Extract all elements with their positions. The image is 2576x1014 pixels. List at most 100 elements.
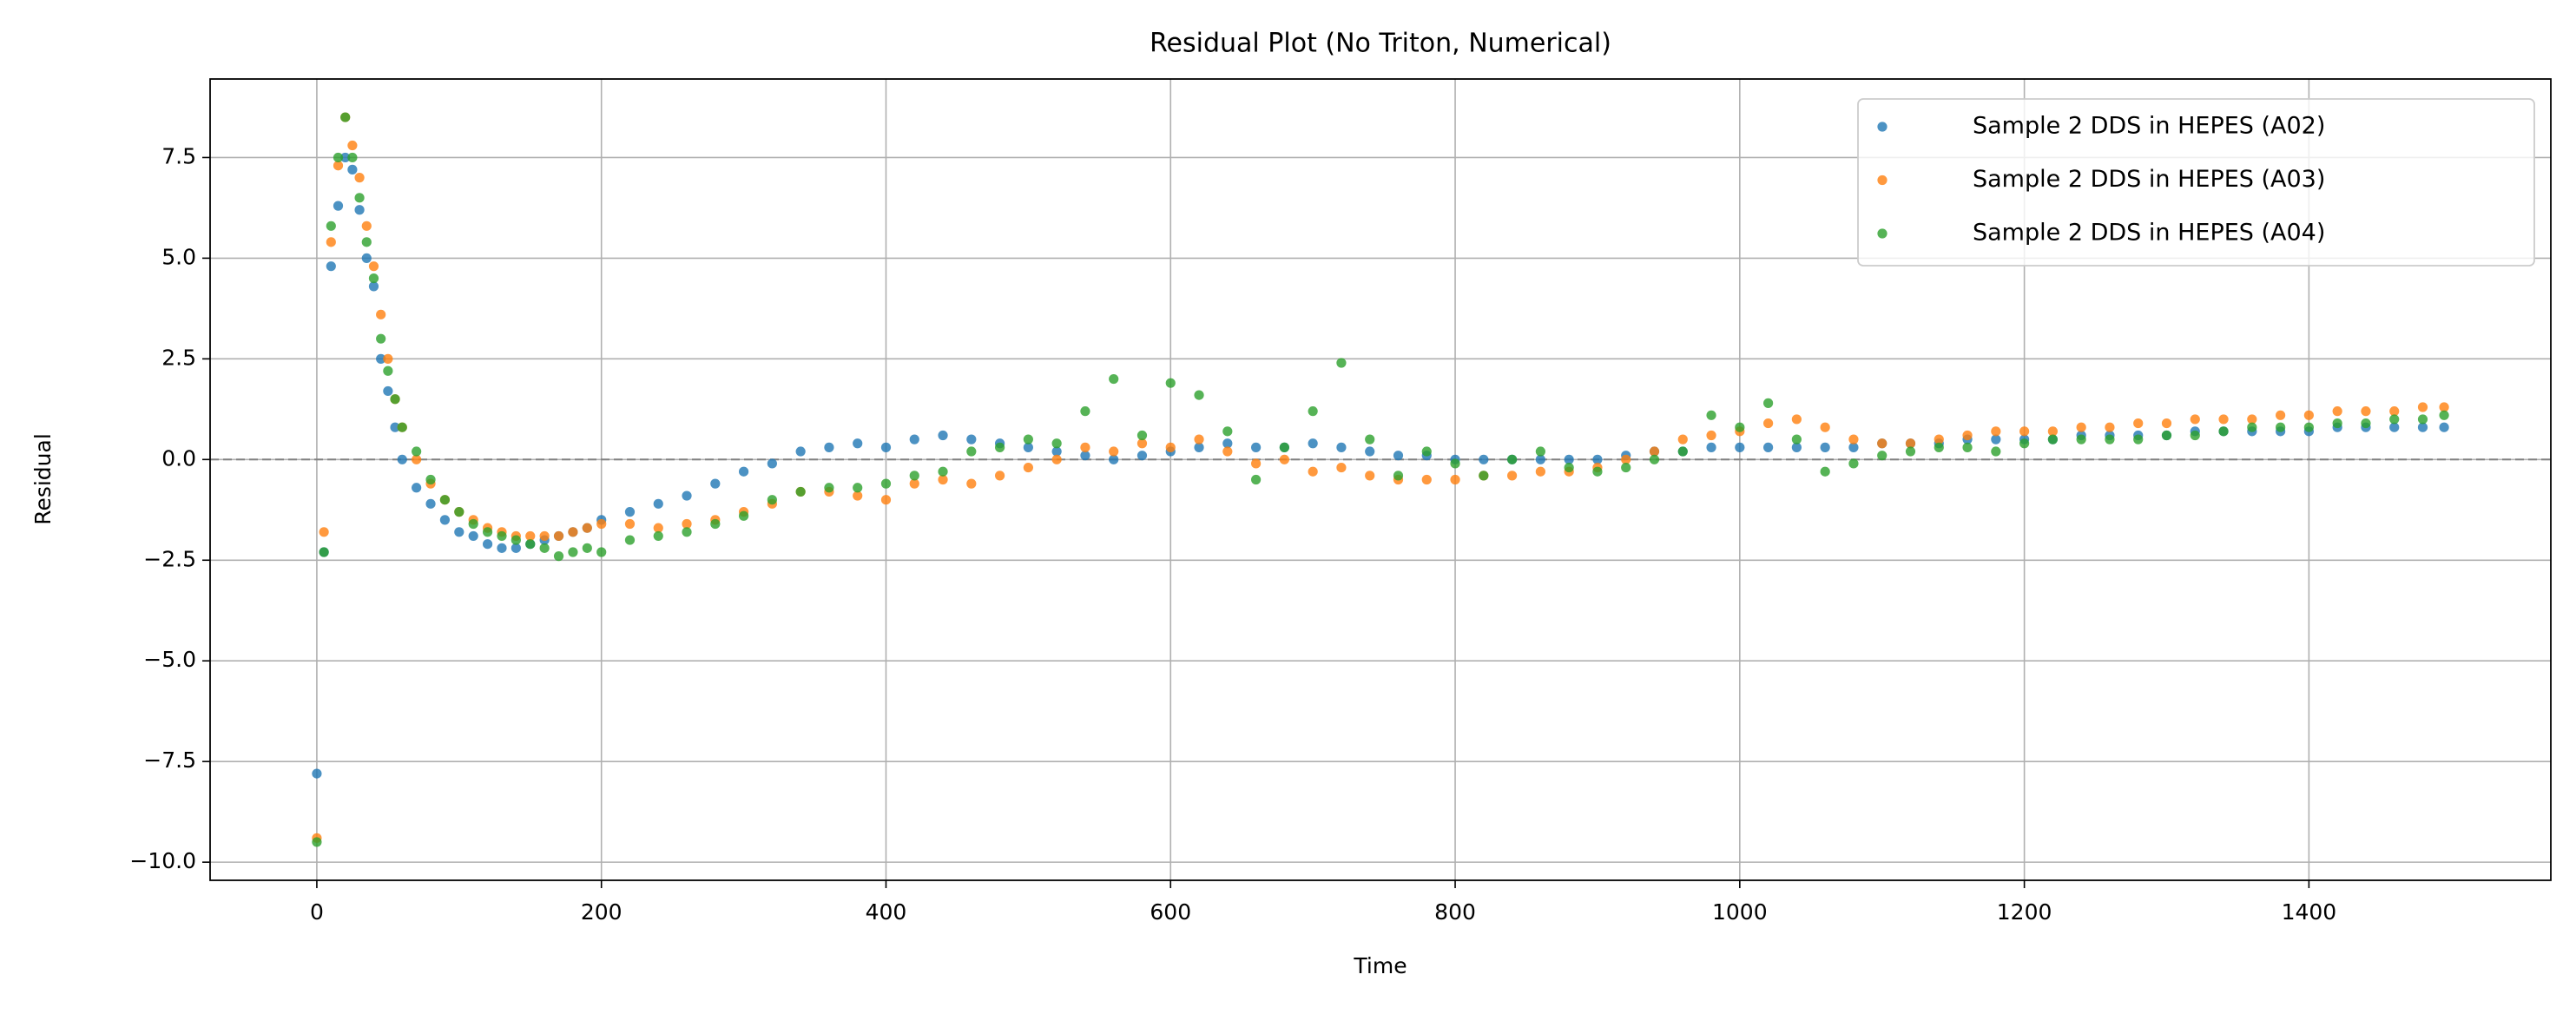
chart-title: Residual Plot (No Triton, Numerical) [1150, 29, 1611, 59]
point [1877, 451, 1888, 461]
point [1450, 458, 1460, 469]
point [412, 483, 422, 493]
point [1934, 442, 1944, 452]
point [1763, 398, 1774, 408]
point [1564, 454, 1574, 464]
point [938, 474, 948, 485]
point [853, 483, 863, 493]
point [2161, 418, 2172, 429]
x-tick-label: 200 [581, 899, 623, 925]
y-tick-label: 0.0 [161, 445, 196, 471]
point [596, 518, 607, 530]
point [2247, 414, 2257, 425]
point [1023, 442, 1033, 452]
point [340, 152, 351, 163]
point [1621, 462, 1631, 473]
y-tick-label: 7.5 [161, 143, 196, 168]
point [2047, 434, 2058, 444]
point [853, 491, 863, 501]
point [653, 530, 663, 542]
point [454, 527, 464, 537]
point [1279, 442, 1289, 452]
point [376, 333, 386, 344]
point [2417, 402, 2428, 412]
point [361, 253, 372, 263]
y-tick-label: −10.0 [129, 848, 196, 873]
point [653, 523, 663, 533]
point [1735, 442, 1745, 452]
point [368, 261, 379, 272]
point [2276, 410, 2286, 420]
point [1877, 438, 1888, 449]
legend-marker [1877, 228, 1888, 239]
y-axis-label: Residual [30, 433, 56, 525]
point [582, 543, 592, 553]
x-axis-label: Time [1353, 953, 1407, 978]
point [2389, 414, 2400, 425]
point [994, 471, 1005, 481]
point [397, 422, 407, 432]
point [1051, 438, 1062, 449]
point [682, 491, 692, 501]
point [653, 498, 663, 509]
point [1677, 446, 1688, 457]
point [1991, 446, 2001, 457]
point [383, 385, 393, 397]
point [2439, 402, 2449, 412]
point [909, 471, 919, 481]
point [1535, 466, 1545, 477]
point [2389, 406, 2400, 417]
point [1564, 462, 1574, 473]
point [1250, 458, 1262, 469]
point [1109, 446, 1119, 457]
point [994, 442, 1005, 452]
x-tick-label: 0 [310, 899, 324, 925]
point [2076, 422, 2086, 432]
point [938, 466, 948, 477]
point [312, 768, 322, 779]
legend-marker [1877, 122, 1888, 132]
point [767, 495, 777, 505]
point [1421, 446, 1432, 457]
legend: Sample 2 DDS in HEPES (A02) Sample 2 DDS … [1857, 98, 2535, 267]
point [1706, 442, 1716, 452]
point [525, 539, 536, 550]
y-tick-label: −7.5 [143, 747, 196, 773]
point [525, 530, 536, 542]
point [624, 507, 636, 517]
point [2332, 418, 2342, 429]
point [1080, 442, 1090, 452]
point [880, 442, 892, 452]
point [1991, 426, 2001, 437]
point [354, 205, 365, 215]
point [511, 543, 521, 553]
point [1109, 454, 1119, 464]
point [539, 530, 550, 542]
point [1820, 422, 1830, 432]
point [1194, 442, 1204, 452]
point [880, 495, 892, 505]
point [553, 551, 564, 562]
legend-label: Sample 2 DDS in HEPES (A04) [1973, 220, 2325, 247]
point [2047, 426, 2058, 437]
point [2439, 422, 2449, 432]
point [2218, 426, 2229, 437]
x-tick-label: 600 [1150, 899, 1191, 925]
point [1791, 434, 1802, 444]
point [1706, 410, 1716, 420]
x-tick-label: 1400 [2282, 899, 2337, 925]
series [312, 112, 2449, 843]
point [1962, 442, 1973, 452]
point [2332, 406, 2342, 417]
point [412, 446, 422, 457]
point [1336, 442, 1347, 452]
point [2247, 422, 2257, 432]
point [1592, 454, 1603, 464]
point [568, 547, 578, 557]
point [326, 261, 336, 272]
point [2218, 414, 2229, 425]
point [1621, 454, 1631, 464]
point [1535, 446, 1545, 457]
point [738, 466, 749, 477]
